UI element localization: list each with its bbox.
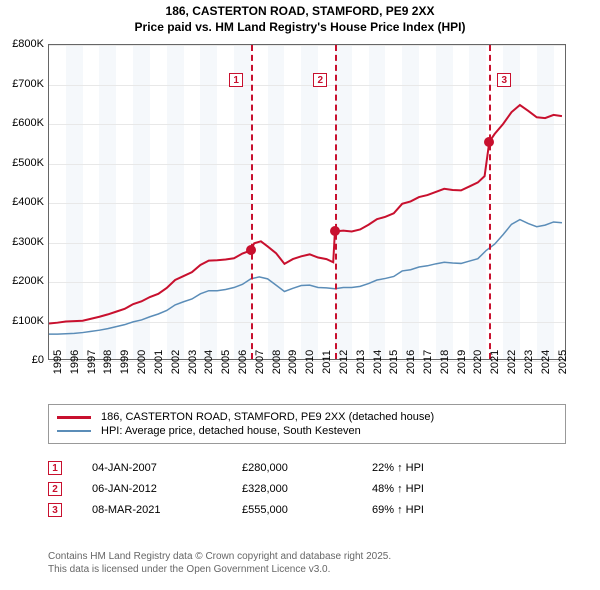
- x-tick-label: 2014: [372, 350, 384, 374]
- x-tick-label: 2016: [405, 350, 417, 374]
- y-tick-label: £0: [0, 354, 44, 366]
- x-tick-label: 2000: [136, 350, 148, 374]
- x-tick-label: 2004: [203, 350, 215, 374]
- y-tick-label: £200K: [0, 275, 44, 287]
- event-marker-label: 3: [497, 73, 511, 87]
- x-tick-label: 2009: [287, 350, 299, 374]
- legend: 186, CASTERTON ROAD, STAMFORD, PE9 2XX (…: [48, 404, 566, 444]
- event-pct: 69% ↑ HPI: [372, 504, 424, 516]
- y-tick-label: £700K: [0, 78, 44, 90]
- x-tick-label: 2023: [523, 350, 535, 374]
- x-tick-label: 2015: [388, 350, 400, 374]
- event-price: £280,000: [242, 462, 342, 474]
- legend-swatch-hpi: [57, 430, 91, 432]
- x-tick-label: 2018: [439, 350, 451, 374]
- event-num: 2: [48, 482, 62, 496]
- x-tick-label: 2025: [557, 350, 569, 374]
- y-tick-label: £400K: [0, 196, 44, 208]
- attribution-line-2: This data is licensed under the Open Gov…: [48, 563, 566, 576]
- x-tick-label: 2005: [220, 350, 232, 374]
- y-tick-label: £600K: [0, 117, 44, 129]
- x-tick-label: 2007: [254, 350, 266, 374]
- x-tick-label: 1995: [52, 350, 64, 374]
- title-line-2: Price paid vs. HM Land Registry's House …: [0, 20, 600, 36]
- chart-container: 186, CASTERTON ROAD, STAMFORD, PE9 2XX P…: [0, 0, 600, 590]
- event-line: [335, 45, 337, 359]
- x-tick-label: 2010: [304, 350, 316, 374]
- legend-swatch-price: [57, 416, 91, 419]
- x-tick-label: 2022: [506, 350, 518, 374]
- event-pct: 48% ↑ HPI: [372, 483, 424, 495]
- y-tick-label: £300K: [0, 236, 44, 248]
- event-marker-label: 2: [313, 73, 327, 87]
- x-tick-label: 2017: [422, 350, 434, 374]
- y-tick-label: £500K: [0, 157, 44, 169]
- title-block: 186, CASTERTON ROAD, STAMFORD, PE9 2XX P…: [0, 0, 600, 35]
- event-table-row: 2 06-JAN-2012 £328,000 48% ↑ HPI: [48, 482, 566, 496]
- x-tick-label: 1999: [119, 350, 131, 374]
- plot-area: 1 2 3: [48, 44, 566, 360]
- event-table-row: 3 08-MAR-2021 £555,000 69% ↑ HPI: [48, 503, 566, 517]
- x-tick-label: 2019: [456, 350, 468, 374]
- x-tick-label: 2011: [321, 350, 333, 374]
- x-tick-label: 2020: [472, 350, 484, 374]
- x-tick-label: 2008: [271, 350, 283, 374]
- legend-row-hpi: HPI: Average price, detached house, Sout…: [57, 425, 557, 437]
- event-table-row: 1 04-JAN-2007 £280,000 22% ↑ HPI: [48, 461, 566, 475]
- legend-label-hpi: HPI: Average price, detached house, Sout…: [101, 425, 361, 437]
- event-price: £328,000: [242, 483, 342, 495]
- event-price: £555,000: [242, 504, 342, 516]
- attribution-line-1: Contains HM Land Registry data © Crown c…: [48, 550, 566, 563]
- y-tick-label: £800K: [0, 38, 44, 50]
- legend-label-price: 186, CASTERTON ROAD, STAMFORD, PE9 2XX (…: [101, 411, 434, 423]
- x-tick-label: 2024: [540, 350, 552, 374]
- x-tick-label: 1997: [86, 350, 98, 374]
- event-num: 1: [48, 461, 62, 475]
- x-tick-label: 2013: [355, 350, 367, 374]
- x-tick-label: 2001: [153, 350, 165, 374]
- x-tick-label: 2021: [489, 350, 501, 374]
- x-tick-label: 1998: [102, 350, 114, 374]
- event-line: [251, 45, 253, 359]
- event-num: 3: [48, 503, 62, 517]
- event-marker-label: 1: [229, 73, 243, 87]
- x-tick-label: 2002: [170, 350, 182, 374]
- event-table: 1 04-JAN-2007 £280,000 22% ↑ HPI 2 06-JAN-201…: [48, 454, 566, 524]
- title-line-1: 186, CASTERTON ROAD, STAMFORD, PE9 2XX: [0, 4, 600, 20]
- event-date: 04-JAN-2007: [92, 462, 212, 474]
- event-dot: [246, 245, 256, 255]
- series-line: [49, 220, 562, 335]
- x-tick-label: 1996: [69, 350, 81, 374]
- legend-row-price: 186, CASTERTON ROAD, STAMFORD, PE9 2XX (…: [57, 411, 557, 423]
- x-tick-label: 2003: [187, 350, 199, 374]
- event-dot: [330, 226, 340, 236]
- event-line: [489, 45, 491, 359]
- x-tick-label: 2012: [338, 350, 350, 374]
- event-date: 06-JAN-2012: [92, 483, 212, 495]
- event-date: 08-MAR-2021: [92, 504, 212, 516]
- event-dot: [484, 137, 494, 147]
- attribution: Contains HM Land Registry data © Crown c…: [48, 550, 566, 576]
- x-tick-label: 2006: [237, 350, 249, 374]
- event-pct: 22% ↑ HPI: [372, 462, 424, 474]
- y-tick-label: £100K: [0, 315, 44, 327]
